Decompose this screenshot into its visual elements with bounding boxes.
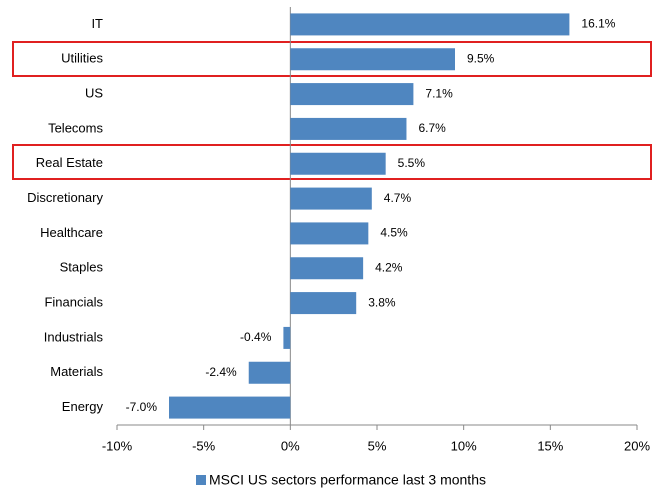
value-label: -7.0% <box>126 400 158 414</box>
value-label: 6.7% <box>418 121 446 135</box>
value-label: 3.8% <box>368 295 396 309</box>
y-tick-label: Healthcare <box>40 225 103 240</box>
highlight-box <box>12 144 652 180</box>
y-tick-label: Staples <box>60 260 104 275</box>
value-label: 5.5% <box>398 156 426 170</box>
value-label: 9.5% <box>467 51 495 65</box>
highlight-box <box>12 41 652 77</box>
y-tick-label: Energy <box>62 399 104 414</box>
value-label: 7.1% <box>425 86 453 100</box>
bar <box>290 13 570 36</box>
y-tick-label: Telecoms <box>48 120 103 135</box>
value-label: 4.2% <box>375 260 403 274</box>
x-tick-label: 5% <box>368 438 387 453</box>
y-tick-label: US <box>85 86 103 101</box>
value-label: -2.4% <box>205 365 237 379</box>
bar <box>290 48 455 71</box>
bar <box>169 396 291 419</box>
x-tick-label: 15% <box>537 438 563 453</box>
x-tick-label: 0% <box>281 438 300 453</box>
bar <box>248 361 291 384</box>
y-tick-label: Discretionary <box>27 190 103 205</box>
value-label: 4.7% <box>384 191 412 205</box>
y-tick-label: IT <box>91 16 103 31</box>
y-tick-label: Financials <box>44 295 103 310</box>
bar <box>290 292 357 315</box>
x-tick-label: -5% <box>192 438 216 453</box>
legend-swatch <box>196 475 206 485</box>
value-label: 4.5% <box>380 226 408 240</box>
x-tick-label: -10% <box>102 438 133 453</box>
bar <box>290 83 414 106</box>
bar <box>283 326 291 349</box>
x-tick-label: 20% <box>624 438 650 453</box>
y-tick-label: Industrials <box>44 329 104 344</box>
bar <box>290 117 407 140</box>
y-tick-label: Materials <box>50 364 103 379</box>
value-label: -0.4% <box>240 330 272 344</box>
y-tick-label: Real Estate <box>36 155 103 170</box>
value-label: 16.1% <box>581 17 615 31</box>
bar <box>290 222 369 245</box>
bar <box>290 257 364 280</box>
legend-label: MSCI US sectors performance last 3 month… <box>209 472 486 488</box>
x-tick-label: 10% <box>451 438 477 453</box>
bar <box>290 187 372 210</box>
bar <box>290 152 386 175</box>
y-tick-label: Utilities <box>61 51 103 66</box>
